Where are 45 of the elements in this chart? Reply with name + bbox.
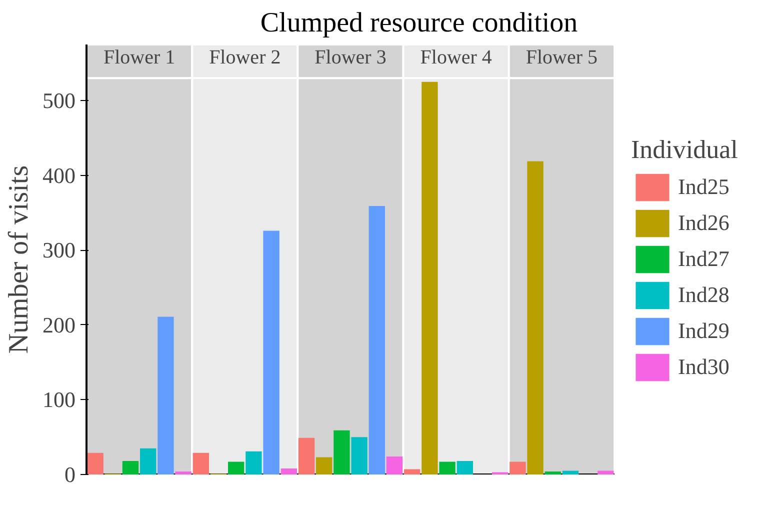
x-tick-label: Flower 3 <box>314 46 386 68</box>
bar <box>510 462 526 474</box>
y-tick-label: 300 <box>42 238 76 263</box>
bar <box>544 472 561 474</box>
bar <box>316 457 332 474</box>
bar <box>527 161 544 474</box>
bar <box>562 470 579 474</box>
y-tick-label: 500 <box>42 88 76 114</box>
y-tick-label: 200 <box>42 312 76 338</box>
bar <box>228 462 244 474</box>
bar <box>351 437 368 474</box>
bar <box>298 438 315 474</box>
legend-label: Ind29 <box>678 318 730 344</box>
legend-title: Individual <box>631 135 738 165</box>
bar <box>404 469 420 474</box>
legend-label: Ind25 <box>678 174 730 200</box>
bar <box>192 452 209 474</box>
bar <box>598 470 614 474</box>
x-tick-label: Flower 5 <box>526 46 598 68</box>
bar <box>246 451 262 474</box>
bar <box>140 448 156 474</box>
bar <box>439 462 456 474</box>
legend-label: Ind28 <box>678 282 730 308</box>
bar <box>122 461 139 474</box>
x-tick-label: Flower 4 <box>420 46 492 68</box>
y-tick-label: 100 <box>42 387 76 412</box>
legend-label: Ind27 <box>678 246 730 272</box>
x-tick-label: Flower 2 <box>209 46 281 68</box>
bar <box>87 452 104 474</box>
legend-label: Ind30 <box>678 354 730 380</box>
bar <box>175 472 192 474</box>
x-tick-label: Flower 1 <box>103 46 176 68</box>
bar <box>280 468 297 474</box>
y-tick-label: 400 <box>42 162 76 188</box>
bar <box>368 206 385 474</box>
bar <box>263 230 280 474</box>
bar <box>334 430 350 474</box>
y-axis-title: Number of visits <box>4 165 34 354</box>
bar <box>422 82 438 474</box>
bar <box>386 456 403 474</box>
bar <box>456 461 473 474</box>
y-tick-label: 0 <box>64 462 76 487</box>
bar <box>158 316 174 474</box>
chart-title: Clumped resource condition <box>260 8 578 38</box>
legend-label: Ind26 <box>678 210 730 236</box>
